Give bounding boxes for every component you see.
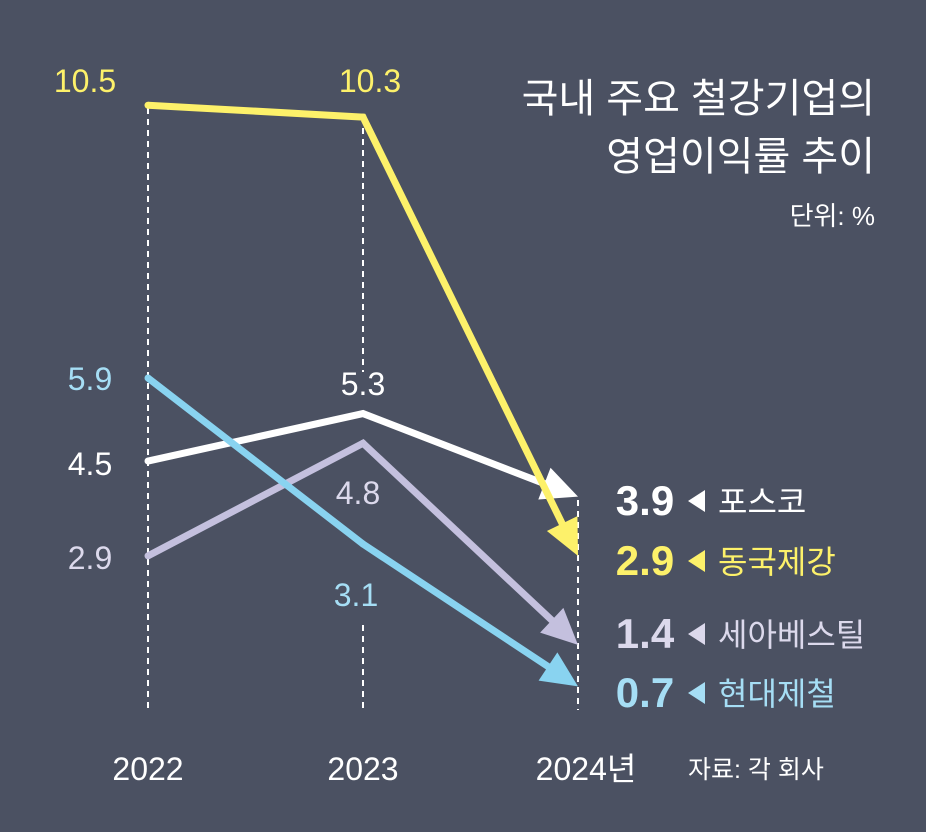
data-point — [144, 457, 152, 465]
data-point — [144, 552, 152, 560]
unit-label: 단위: % — [790, 201, 875, 231]
x-tick-label: 2024년 — [536, 751, 637, 787]
end-value-label: 2.9 — [616, 537, 674, 584]
series-arrowhead-3 — [538, 652, 578, 687]
pointer-triangle-icon — [688, 682, 705, 704]
data-label: 10.3 — [339, 63, 401, 99]
legend-label: 현대제철 — [718, 676, 836, 712]
end-value-label: 0.7 — [616, 669, 674, 716]
data-label: 3.1 — [334, 577, 378, 613]
data-label: 5.9 — [68, 361, 112, 397]
pointer-triangle-icon — [688, 550, 705, 572]
data-point — [144, 374, 152, 382]
data-point — [359, 113, 367, 121]
x-tick-label: 2023 — [327, 751, 398, 787]
end-value-label: 3.9 — [616, 477, 674, 524]
data-label: 10.5 — [54, 63, 116, 99]
end-value-label: 1.4 — [616, 610, 675, 657]
series-arrowhead-2 — [540, 607, 578, 645]
data-label: 5.3 — [341, 366, 385, 402]
data-point — [359, 540, 367, 548]
data-label: 4.5 — [68, 446, 112, 482]
legend-label: 포스코 — [718, 484, 806, 520]
data-point — [144, 101, 152, 109]
data-label: 2.9 — [68, 540, 112, 576]
x-tick-label: 2022 — [112, 751, 183, 787]
data-point — [359, 410, 367, 418]
legend-label: 세아베스틸 — [718, 617, 865, 653]
chart-title-line-2: 영업이익률 추이 — [606, 135, 875, 179]
chart-title-line-1: 국내 주요 철강기업의 — [522, 77, 875, 121]
pointer-triangle-icon — [688, 490, 705, 512]
data-point — [359, 439, 367, 447]
source-label: 자료: 각 회사 — [688, 756, 824, 784]
series-arrowhead-1 — [546, 516, 578, 556]
pointer-triangle-icon — [688, 623, 705, 645]
legend-label: 동국제강 — [718, 544, 836, 580]
data-label: 4.8 — [336, 475, 380, 511]
